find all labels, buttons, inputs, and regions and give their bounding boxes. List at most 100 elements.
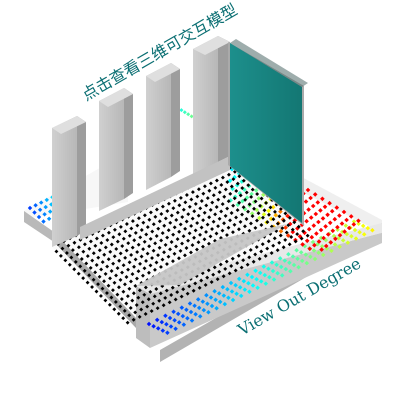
grid-cell — [94, 236, 99, 241]
grid-cell — [124, 301, 129, 306]
heat-cell — [254, 276, 259, 282]
grid-cell — [173, 297, 178, 302]
grid-cell — [234, 215, 238, 220]
grid-cell — [139, 254, 144, 259]
heat-cell — [291, 262, 297, 268]
grid-cell — [112, 280, 117, 285]
heat-cell — [263, 281, 269, 286]
heat-cell — [274, 262, 279, 267]
grid-cell — [245, 262, 250, 267]
grid-cell — [290, 227, 295, 232]
grid-cell — [111, 288, 115, 293]
grid-cell — [135, 250, 140, 254]
heat-cell — [205, 301, 210, 307]
grid-cell — [235, 181, 240, 186]
heat-cell — [242, 187, 247, 192]
grid-cell — [161, 303, 166, 308]
pillar-3-top — [146, 63, 180, 82]
grid-cell — [296, 224, 301, 229]
grid-cell — [287, 215, 292, 220]
grid-cell — [58, 253, 63, 258]
grid-cell — [175, 210, 180, 215]
heat-cell — [187, 301, 193, 306]
grid-cell — [204, 230, 208, 234]
grid-cell — [76, 245, 81, 250]
heat-cell — [237, 190, 243, 196]
grid-cell — [216, 224, 220, 229]
grid-cell — [128, 306, 133, 310]
grid-cell — [139, 307, 144, 312]
grid-cell — [162, 223, 167, 228]
grid-cell — [289, 235, 294, 239]
grid-cell — [136, 295, 141, 300]
grid-cell — [159, 238, 164, 243]
heat-cell — [318, 227, 324, 233]
grid-cell — [172, 198, 177, 203]
grid-cell — [66, 243, 71, 248]
heat-cell — [261, 264, 267, 269]
heat-cell — [304, 218, 309, 224]
heat-cell — [340, 238, 346, 243]
grid-cell — [150, 229, 155, 234]
grid-cell — [259, 196, 264, 201]
heat-cell — [318, 208, 323, 213]
grid-cell — [212, 265, 217, 270]
grid-cell — [263, 254, 268, 258]
grid-cell — [241, 178, 246, 183]
grid-cell — [136, 242, 141, 247]
heat-cell — [253, 268, 258, 273]
heat-cell — [342, 229, 347, 234]
grid-cell — [236, 253, 241, 258]
heat-cell — [46, 216, 52, 221]
grid-cell — [201, 218, 206, 223]
grid-cell — [204, 203, 209, 208]
grid-cell — [258, 203, 262, 208]
grid-cell — [187, 231, 192, 236]
grid-cell — [129, 279, 133, 284]
grid-cell — [268, 205, 273, 210]
grid-cell — [60, 246, 65, 251]
heat-cell — [230, 186, 235, 192]
grid-cell — [160, 204, 165, 209]
grid-cell — [96, 255, 101, 260]
heat-cell — [352, 227, 358, 233]
heat-cell — [307, 246, 313, 252]
grid-cell — [156, 253, 160, 258]
heat-cell — [266, 208, 271, 214]
grid-cell — [281, 218, 286, 223]
grid-cell — [124, 275, 129, 279]
grid-cell — [287, 242, 292, 247]
grid-cell — [199, 225, 204, 230]
grid-cell — [64, 251, 69, 255]
grid-cell — [121, 316, 126, 321]
grid-cell — [153, 241, 158, 246]
heat-cell — [275, 270, 280, 276]
grid-cell — [242, 250, 247, 255]
grid-cell — [138, 261, 142, 266]
grid-cell — [177, 203, 182, 208]
grid-cell — [253, 199, 258, 204]
grid-cell — [159, 265, 163, 269]
grid-cell — [189, 224, 194, 228]
heat-cell — [304, 238, 310, 244]
grid-cell — [230, 256, 235, 261]
grid-cell — [269, 251, 274, 255]
grid-cell — [115, 292, 120, 297]
heat-cell — [327, 200, 332, 206]
grid-cell — [175, 290, 180, 295]
grid-cell — [130, 298, 135, 303]
grid-cell — [205, 222, 210, 227]
heat-cell — [327, 220, 333, 226]
grid-cell — [228, 191, 233, 196]
grid-cell — [211, 272, 216, 277]
grid-cell — [135, 276, 139, 281]
grid-cell — [63, 258, 68, 263]
heat-cell — [325, 232, 331, 237]
grid-cell — [274, 202, 279, 207]
grid-cell — [113, 300, 118, 304]
grid-cell — [171, 259, 175, 264]
heat-cell — [270, 204, 276, 210]
heat-cell — [285, 233, 291, 238]
heat-cell — [236, 276, 242, 282]
